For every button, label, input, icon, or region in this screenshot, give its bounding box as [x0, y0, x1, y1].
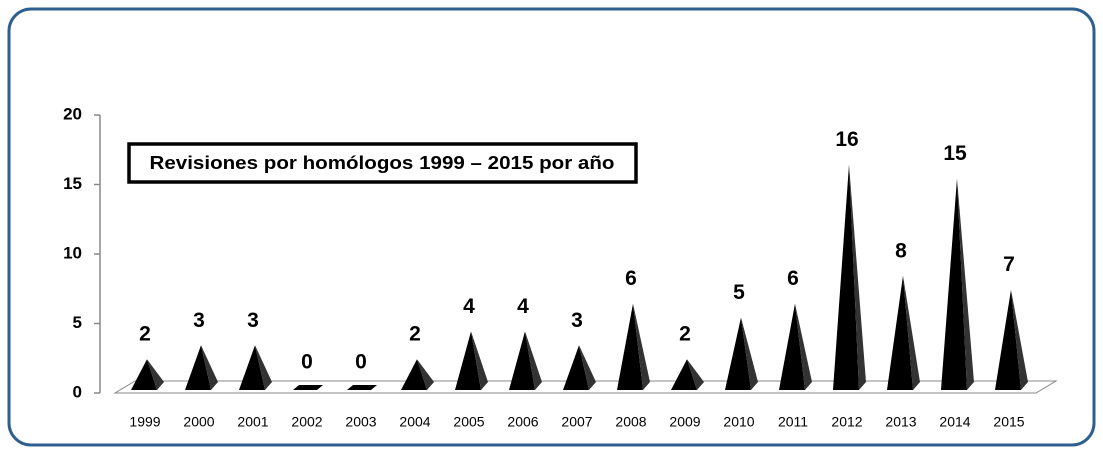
pyramid: [509, 331, 542, 390]
value-label: 6: [625, 267, 637, 290]
x-tick-label: 2004: [399, 414, 430, 430]
value-label: 8: [895, 239, 907, 262]
pyramid: [671, 359, 704, 390]
value-label: 7: [1003, 253, 1015, 276]
pyramid-face: [131, 359, 157, 390]
value-label: 4: [463, 295, 475, 318]
pyramid-side: [849, 164, 866, 390]
pyramid-side: [255, 345, 272, 390]
pyramid: [887, 275, 920, 390]
value-label: 6: [787, 267, 799, 290]
pyramid-face: [617, 303, 643, 390]
x-tick-label: 2007: [561, 414, 592, 430]
x-tick-label: 2015: [993, 414, 1024, 430]
x-tick-label: 1999: [129, 414, 160, 430]
x-tick-label: 2000: [183, 414, 214, 430]
pyramid-face: [995, 289, 1021, 390]
pyramid: [185, 345, 218, 390]
chart-title: Revisiones por homólogos 1999 – 2015 por…: [150, 153, 615, 173]
pyramid: [779, 303, 812, 390]
pyramid-side: [957, 178, 974, 390]
value-label: 15: [943, 142, 967, 165]
x-tick-label: 2002: [291, 414, 322, 430]
x-tick-label: 2012: [831, 414, 862, 430]
pyramid-side: [525, 331, 542, 390]
pyramid-side: [903, 275, 920, 390]
x-tick-label: 2011: [778, 414, 808, 430]
pyramid: [941, 178, 974, 390]
x-tick-label: 2014: [939, 414, 970, 430]
pyramid: [455, 331, 488, 390]
pyramid: [725, 317, 758, 390]
pyramid-side: [687, 359, 704, 390]
x-tick-label: 2008: [615, 414, 646, 430]
pyramid-face: [779, 303, 805, 390]
x-tick-label: 2005: [453, 414, 484, 430]
pyramid-face: [941, 178, 967, 390]
pyramid-face: [239, 345, 265, 390]
x-tick-label: 2009: [669, 414, 700, 430]
y-tick-label: 10: [63, 243, 82, 262]
pyramid-face: [293, 385, 323, 390]
pyramid-side: [147, 359, 164, 390]
pyramid: [401, 359, 434, 390]
pyramid-side: [633, 303, 650, 390]
pyramid-face: [563, 345, 589, 390]
pyramid-face: [833, 164, 859, 390]
y-tick-label: 5: [73, 313, 82, 332]
pyramid-side: [741, 317, 758, 390]
pyramid-face: [347, 385, 377, 390]
pyramid: [833, 164, 866, 390]
pyramid: [347, 385, 377, 390]
pyramid-face: [401, 359, 427, 390]
value-label: 16: [835, 128, 858, 151]
pyramid-face: [455, 331, 481, 390]
pyramid-face: [725, 317, 751, 390]
pyramid-side: [579, 345, 596, 390]
pyramid-side: [201, 345, 218, 390]
pyramid: [131, 359, 164, 390]
value-label: 3: [193, 309, 205, 332]
frame: [7, 7, 1096, 447]
pyramid-side: [795, 303, 812, 390]
pyramid: [995, 289, 1028, 390]
value-label: 3: [247, 309, 259, 332]
value-label: 0: [301, 351, 313, 374]
pyramid-side: [471, 331, 488, 390]
x-tick-label: 2013: [885, 414, 916, 430]
y-tick-label: 20: [63, 104, 82, 123]
title-box: [127, 142, 638, 184]
pyramid: [563, 345, 596, 390]
value-label: 3: [571, 309, 583, 332]
x-tick-label: 2010: [723, 414, 754, 430]
pyramid: [239, 345, 272, 390]
y-tick-label: 0: [73, 382, 82, 401]
value-label: 4: [517, 295, 529, 318]
pyramid-side: [417, 359, 434, 390]
x-tick-label: 2001: [237, 414, 268, 430]
pyramid-face: [671, 359, 697, 390]
x-tick-label: 2006: [507, 414, 538, 430]
x-tick-label: 2003: [345, 414, 376, 430]
pyramid-side: [1011, 289, 1028, 390]
value-label: 2: [409, 323, 421, 346]
y-tick-label: 15: [63, 174, 82, 193]
value-label: 2: [679, 323, 691, 346]
value-label: 5: [733, 281, 745, 304]
pyramid: [617, 303, 650, 390]
pyramid-face: [887, 275, 913, 390]
pyramid: [293, 385, 323, 390]
value-label: 2: [139, 323, 151, 346]
value-label: 0: [355, 351, 367, 374]
pyramid-face: [185, 345, 211, 390]
pyramid-face: [509, 331, 535, 390]
